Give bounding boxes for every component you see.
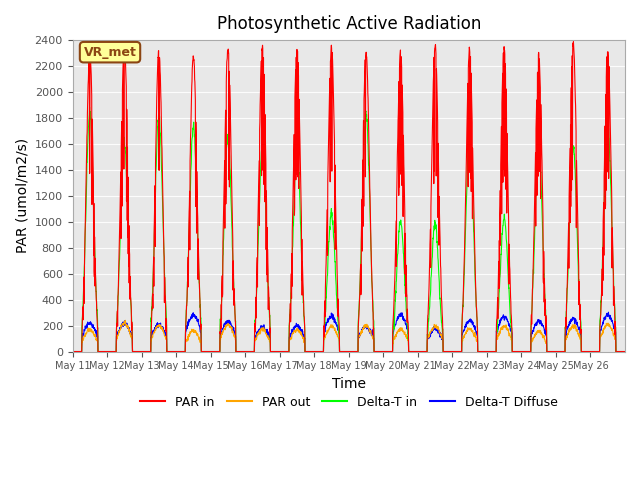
PAR out xyxy=(122,317,129,323)
Line: PAR out: PAR out xyxy=(72,320,625,351)
PAR in xyxy=(243,348,251,354)
Delta-T in xyxy=(243,348,251,354)
Delta-T in xyxy=(124,222,132,228)
PAR out xyxy=(243,348,251,354)
PAR out xyxy=(124,324,132,330)
Y-axis label: PAR (umol/m2/s): PAR (umol/m2/s) xyxy=(15,138,29,253)
PAR out xyxy=(547,348,554,354)
Delta-T Diffuse xyxy=(547,348,554,354)
Delta-T Diffuse xyxy=(614,348,621,354)
PAR out xyxy=(621,348,629,354)
PAR in xyxy=(570,39,577,45)
Delta-T in xyxy=(547,348,554,354)
Delta-T Diffuse xyxy=(515,348,523,354)
Delta-T in xyxy=(515,348,523,354)
Delta-T Diffuse xyxy=(124,325,132,331)
PAR in xyxy=(124,235,132,240)
PAR in xyxy=(515,348,523,354)
Text: VR_met: VR_met xyxy=(84,46,136,59)
PAR in xyxy=(68,348,76,354)
Delta-T Diffuse xyxy=(621,348,629,354)
PAR out xyxy=(515,348,523,354)
Legend: PAR in, PAR out, Delta-T in, Delta-T Diffuse: PAR in, PAR out, Delta-T in, Delta-T Dif… xyxy=(134,391,563,414)
Delta-T Diffuse xyxy=(605,309,612,315)
Title: Photosynthetic Active Radiation: Photosynthetic Active Radiation xyxy=(216,15,481,33)
PAR in xyxy=(382,348,390,354)
Delta-T in xyxy=(68,348,76,354)
Delta-T Diffuse xyxy=(68,348,76,354)
PAR in xyxy=(621,348,629,354)
Line: PAR in: PAR in xyxy=(72,42,625,351)
PAR in xyxy=(614,348,621,354)
Delta-T in xyxy=(614,348,621,354)
Line: Delta-T Diffuse: Delta-T Diffuse xyxy=(72,312,625,351)
Line: Delta-T in: Delta-T in xyxy=(72,107,625,351)
Delta-T Diffuse xyxy=(243,348,251,354)
PAR out xyxy=(382,348,390,354)
Delta-T in xyxy=(382,348,390,354)
Delta-T in xyxy=(86,104,93,110)
PAR out xyxy=(68,348,76,354)
X-axis label: Time: Time xyxy=(332,377,366,391)
Delta-T in xyxy=(621,348,629,354)
PAR out xyxy=(614,348,621,354)
Delta-T Diffuse xyxy=(382,348,390,354)
PAR in xyxy=(547,348,554,354)
